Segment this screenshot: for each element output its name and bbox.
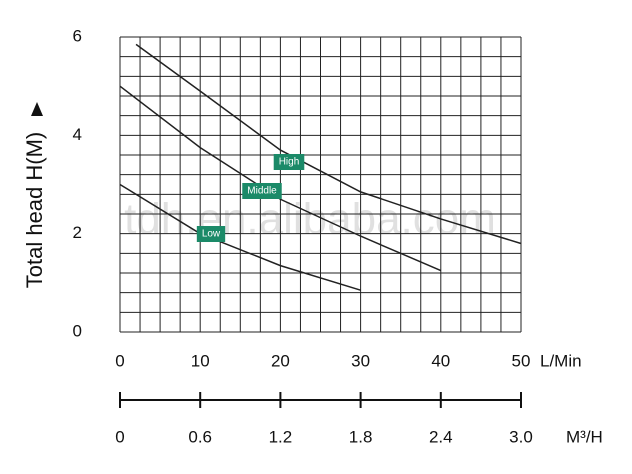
y-tick-label: 0 [73,321,82,340]
curve [135,43,522,245]
y-tick-label: 4 [73,125,82,144]
curve [119,183,361,291]
x-tick-label: 50 [512,351,531,370]
x-tick-label: 0 [115,351,124,370]
x2-tick-label: 3.0 [509,427,533,446]
watermark: tdh.en.alibaba.com [124,195,496,244]
curve-label-box [273,154,305,170]
x-tick-label: 40 [431,351,450,370]
y-tick-label: 2 [73,223,82,242]
axis-arrow [31,102,43,116]
x2-tick-label: 0 [115,427,124,446]
x2-tick-label: 1.8 [349,427,373,446]
x-tick-label: 30 [351,351,370,370]
x-axis-unit: L/Min [540,351,582,370]
curve-label-box [242,183,282,199]
x-tick-label: 20 [271,351,290,370]
curve [119,85,442,272]
curve-label: Low [202,229,221,240]
x2-tick-label: 2.4 [429,427,453,446]
y-tick-label: 6 [73,26,82,45]
x2-axis-unit: M³/H [566,427,603,446]
x2-tick-label: 1.2 [269,427,293,446]
x2-tick-label: 0.6 [188,427,212,446]
curve-label: High [279,157,300,168]
curve-label-box [196,226,226,242]
x-tick-label: 10 [191,351,210,370]
y-axis-title: Total head H(M) [22,132,47,289]
curve-label: Middle [247,186,277,197]
